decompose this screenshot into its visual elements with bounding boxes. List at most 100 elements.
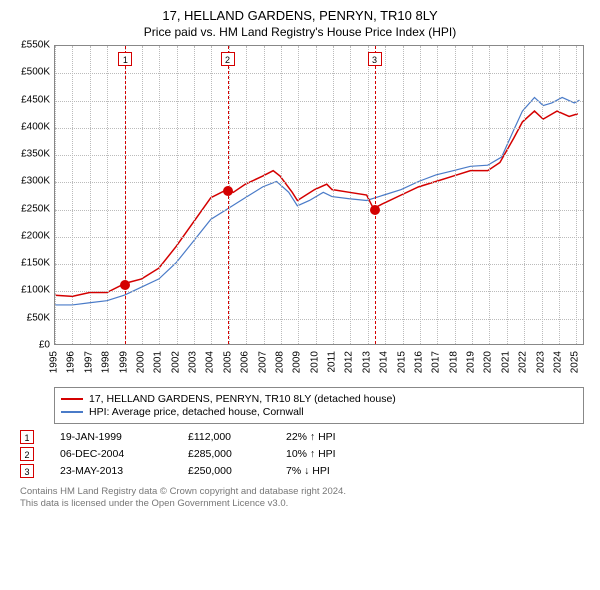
gridline-h xyxy=(55,155,583,156)
x-tick-label: 2014 xyxy=(379,351,390,373)
transaction-num-box: 1 xyxy=(20,430,34,444)
transaction-price: £112,000 xyxy=(188,431,268,443)
x-tick-label: 2012 xyxy=(344,351,355,373)
gridline-v xyxy=(211,46,212,344)
gridline-v xyxy=(264,46,265,344)
transaction-row: 2 06-DEC-2004 £285,000 10% ↑ HPI xyxy=(20,447,580,461)
gridline-h xyxy=(55,73,583,74)
transaction-row: 1 19-JAN-1999 £112,000 22% ↑ HPI xyxy=(20,430,580,444)
x-tick-label: 1996 xyxy=(66,351,77,373)
x-tick-label: 2013 xyxy=(361,351,372,373)
event-dot xyxy=(223,186,233,196)
x-tick-label: 2002 xyxy=(170,351,181,373)
gridline-v xyxy=(298,46,299,344)
transaction-date: 23-MAY-2013 xyxy=(60,465,170,477)
transaction-date: 19-JAN-1999 xyxy=(60,431,170,443)
gridline-h xyxy=(55,182,583,183)
y-axis-labels: £0£50K£100K£150K£200K£250K£300K£350K£400… xyxy=(10,45,54,345)
gridline-v xyxy=(194,46,195,344)
gridline-v xyxy=(368,46,369,344)
event-marker-box: 2 xyxy=(221,52,235,66)
x-axis-labels: 1995199619971998199920002001200220032004… xyxy=(54,347,584,385)
gridline-v xyxy=(489,46,490,344)
transaction-pct: 10% ↑ HPI xyxy=(286,448,386,460)
y-tick-label: £350K xyxy=(21,149,50,160)
x-tick-label: 2018 xyxy=(448,351,459,373)
y-tick-label: £100K xyxy=(21,285,50,296)
x-tick-label: 2011 xyxy=(327,351,338,373)
gridline-h xyxy=(55,210,583,211)
page-subtitle: Price paid vs. HM Land Registry's House … xyxy=(10,25,590,39)
x-tick-label: 1998 xyxy=(101,351,112,373)
y-tick-label: £250K xyxy=(21,203,50,214)
event-dot xyxy=(370,205,380,215)
x-tick-label: 1997 xyxy=(83,351,94,373)
x-tick-label: 2016 xyxy=(413,351,424,373)
legend-swatch xyxy=(61,411,83,413)
gridline-v xyxy=(177,46,178,344)
x-tick-label: 2025 xyxy=(570,351,581,373)
gridline-v xyxy=(246,46,247,344)
transaction-pct: 22% ↑ HPI xyxy=(286,431,386,443)
x-tick-label: 2010 xyxy=(309,351,320,373)
gridline-v xyxy=(455,46,456,344)
gridline-h xyxy=(55,101,583,102)
event-line xyxy=(125,46,126,344)
gridline-v xyxy=(72,46,73,344)
x-tick-label: 2008 xyxy=(274,351,285,373)
gridline-v xyxy=(576,46,577,344)
gridline-h xyxy=(55,237,583,238)
gridline-v xyxy=(524,46,525,344)
transaction-date: 06-DEC-2004 xyxy=(60,448,170,460)
legend-item: HPI: Average price, detached house, Corn… xyxy=(61,406,577,418)
y-tick-label: £550K xyxy=(21,40,50,51)
x-tick-label: 2006 xyxy=(240,351,251,373)
gridline-v xyxy=(420,46,421,344)
x-tick-label: 2021 xyxy=(500,351,511,373)
gridline-v xyxy=(472,46,473,344)
gridline-h xyxy=(55,319,583,320)
transaction-table: 1 19-JAN-1999 £112,000 22% ↑ HPI 2 06-DEC-200… xyxy=(20,430,580,478)
gridline-v xyxy=(385,46,386,344)
x-tick-label: 2005 xyxy=(222,351,233,373)
transaction-num-box: 2 xyxy=(20,447,34,461)
transaction-num-box: 3 xyxy=(20,464,34,478)
transaction-row: 3 23-MAY-2013 £250,000 7% ↓ HPI xyxy=(20,464,580,478)
transaction-price: £285,000 xyxy=(188,448,268,460)
x-tick-label: 2020 xyxy=(483,351,494,373)
gridline-v xyxy=(142,46,143,344)
gridline-v xyxy=(281,46,282,344)
plot-region: 123 xyxy=(54,45,584,345)
footer-line2: This data is licensed under the Open Gov… xyxy=(20,498,580,510)
gridline-v xyxy=(350,46,351,344)
y-tick-label: £0 xyxy=(39,340,50,351)
x-tick-label: 2022 xyxy=(518,351,529,373)
x-tick-label: 2007 xyxy=(257,351,268,373)
y-tick-label: £150K xyxy=(21,258,50,269)
event-marker-box: 3 xyxy=(368,52,382,66)
page-title: 17, HELLAND GARDENS, PENRYN, TR10 8LY xyxy=(10,8,590,23)
event-line xyxy=(375,46,376,344)
x-tick-label: 2023 xyxy=(535,351,546,373)
x-tick-label: 2000 xyxy=(135,351,146,373)
gridline-h xyxy=(55,291,583,292)
gridline-v xyxy=(316,46,317,344)
transaction-pct: 7% ↓ HPI xyxy=(286,465,386,477)
gridline-v xyxy=(90,46,91,344)
y-tick-label: £300K xyxy=(21,176,50,187)
x-tick-label: 1995 xyxy=(49,351,60,373)
gridline-v xyxy=(542,46,543,344)
x-tick-label: 2015 xyxy=(396,351,407,373)
x-tick-label: 1999 xyxy=(118,351,129,373)
y-tick-label: £200K xyxy=(21,230,50,241)
transaction-price: £250,000 xyxy=(188,465,268,477)
legend-item: 17, HELLAND GARDENS, PENRYN, TR10 8LY (d… xyxy=(61,393,577,405)
x-tick-label: 2004 xyxy=(205,351,216,373)
gridline-v xyxy=(159,46,160,344)
y-tick-label: £500K xyxy=(21,67,50,78)
legend-label: HPI: Average price, detached house, Corn… xyxy=(89,406,304,418)
gridline-v xyxy=(55,46,56,344)
x-tick-label: 2024 xyxy=(552,351,563,373)
gridline-v xyxy=(107,46,108,344)
legend-box: 17, HELLAND GARDENS, PENRYN, TR10 8LY (d… xyxy=(54,387,584,424)
